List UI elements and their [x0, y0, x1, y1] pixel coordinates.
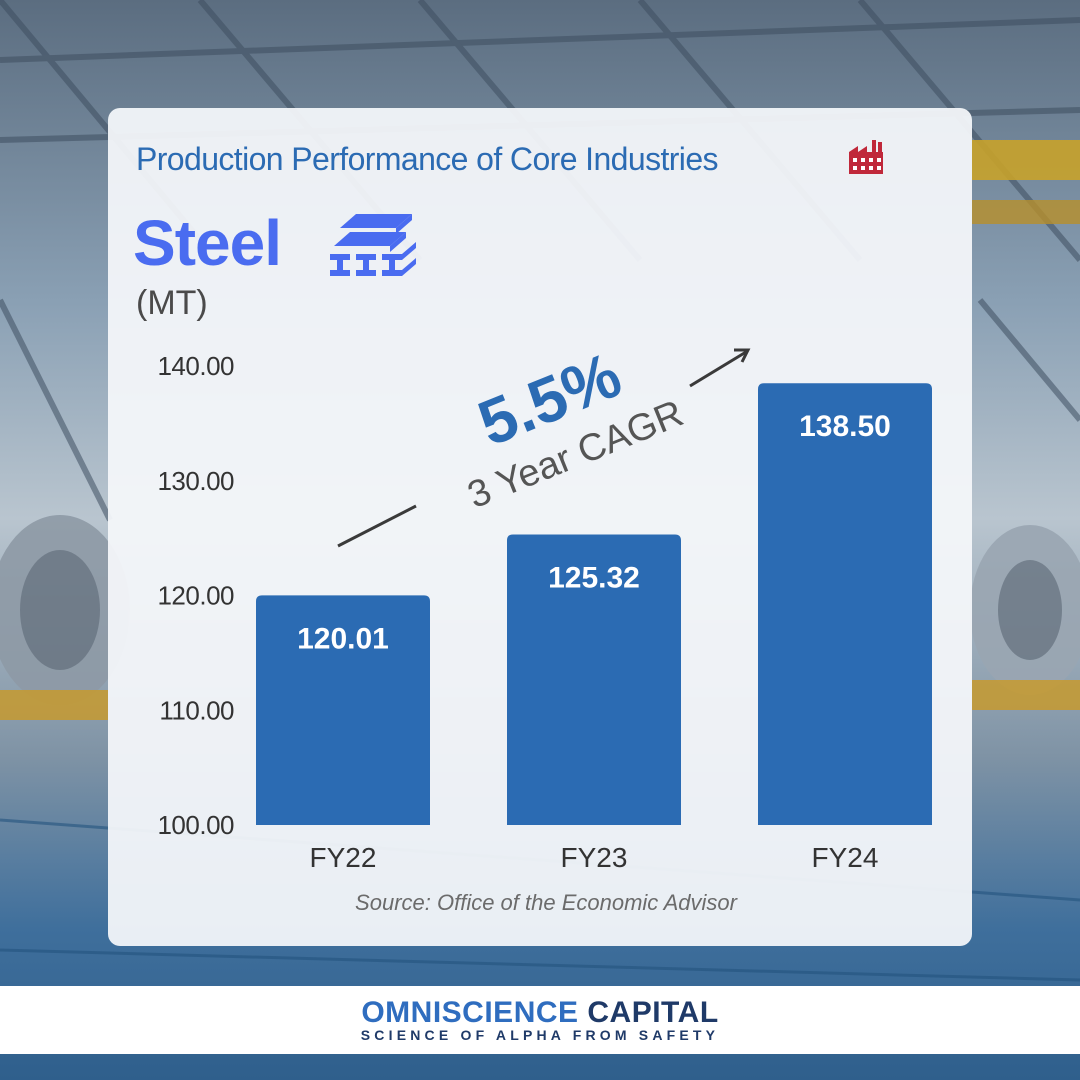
subject-heading: Steel: [133, 207, 282, 279]
factory-icon: [849, 140, 883, 174]
unit-label: (MT): [136, 284, 208, 322]
bar-value-label: 120.01: [297, 622, 389, 655]
chart-title: Production Performance of Core Industrie…: [136, 141, 719, 177]
steel-beams-icon: [330, 214, 416, 276]
y-tick-label: 120.00: [157, 581, 234, 611]
brand-name-part1: OMNISCIENCE: [361, 996, 579, 1029]
y-tick-label: 130.00: [157, 466, 234, 496]
x-tick-label: FY24: [812, 842, 879, 873]
bar: [758, 383, 932, 825]
bar: [507, 534, 681, 825]
footer-bar: [0, 986, 1080, 1054]
bar-value-label: 138.50: [799, 410, 891, 443]
x-tick-label: FY22: [310, 842, 377, 873]
brand-logo: OMNISCIENCE CAPITAL: [0, 996, 1080, 1030]
source-note: Source: Office of the Economic Advisor: [355, 890, 737, 915]
x-tick-label: FY23: [561, 842, 628, 873]
bar-value-label: 125.32: [548, 561, 640, 594]
y-tick-label: 140.00: [157, 351, 234, 381]
bar: [256, 595, 430, 825]
brand-tagline: SCIENCE OF ALPHA FROM SAFETY: [360, 1027, 720, 1043]
y-tick-label: 100.00: [157, 810, 234, 840]
brand-name-part2: CAPITAL: [587, 996, 719, 1029]
y-tick-label: 110.00: [159, 695, 234, 725]
bar-chart: 100.00 110.00 120.00 130.00 140.00 120.01 FY22…: [157, 351, 932, 873]
